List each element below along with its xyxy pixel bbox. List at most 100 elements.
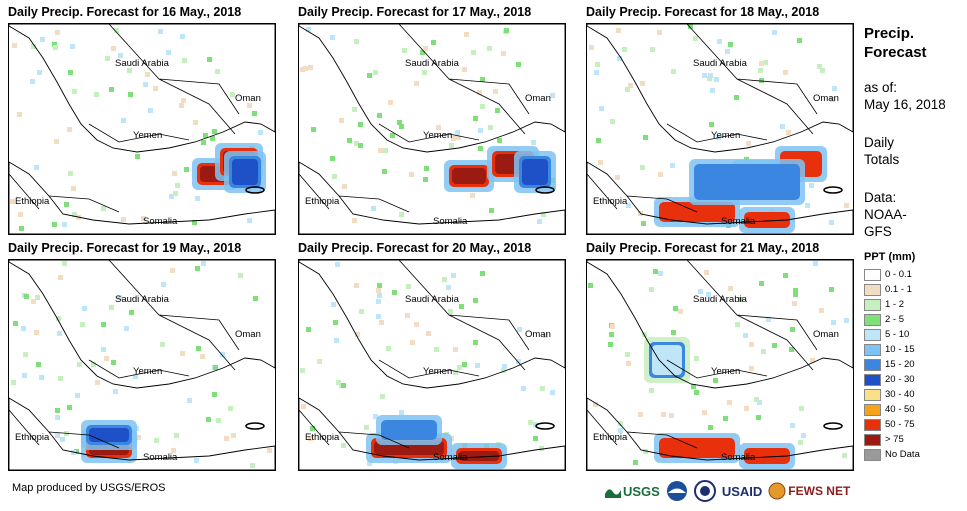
precip-cell bbox=[101, 206, 106, 211]
precip-cell bbox=[744, 406, 749, 411]
precip-cell bbox=[180, 351, 185, 356]
precip-cell bbox=[377, 283, 382, 288]
precip-cell bbox=[799, 406, 804, 411]
precip-cell bbox=[694, 356, 699, 361]
precip-cell bbox=[158, 29, 163, 34]
precip-cell bbox=[489, 208, 494, 213]
precip-cell bbox=[136, 435, 141, 440]
precip-cell bbox=[352, 107, 357, 112]
precip-cell bbox=[540, 386, 545, 391]
precip-cell bbox=[423, 46, 428, 51]
precip-cell bbox=[55, 408, 60, 413]
precip-cell bbox=[761, 349, 766, 354]
legend-label: 1 - 2 bbox=[885, 299, 905, 310]
precip-cell bbox=[610, 119, 615, 124]
precip-cell bbox=[763, 60, 768, 65]
precip-cell bbox=[789, 347, 794, 352]
precip-cell bbox=[459, 304, 464, 309]
precip-cell bbox=[397, 120, 402, 125]
precip-cell bbox=[402, 48, 407, 53]
socotra-island bbox=[245, 186, 265, 194]
forecast-panel: Daily Precip. Forecast for 16 May., 2018… bbox=[8, 3, 288, 238]
precip-cell bbox=[160, 342, 165, 347]
precip-cell bbox=[228, 406, 233, 411]
somalia-label: Somalia bbox=[721, 452, 756, 463]
precip-cell bbox=[399, 124, 404, 129]
yemen-label: Yemen bbox=[423, 366, 452, 377]
precip-cell bbox=[379, 320, 384, 325]
precip-cell bbox=[388, 100, 393, 105]
precip-cell bbox=[783, 70, 788, 75]
precip-map: Saudi Arabia Oman Yemen Ethiopia Somalia bbox=[586, 259, 854, 471]
precip-cell bbox=[203, 133, 208, 138]
precip-cell bbox=[759, 281, 764, 286]
precip-cell bbox=[52, 222, 57, 227]
precip-cell bbox=[31, 299, 36, 304]
daily-totals-text: Daily Totals bbox=[864, 135, 900, 167]
precip-cell bbox=[143, 82, 148, 87]
precip-cell bbox=[166, 50, 171, 55]
precip-cell bbox=[780, 124, 785, 129]
precip-map: Saudi Arabia Oman Yemen Ethiopia Somalia bbox=[298, 259, 566, 471]
legend-label: 15 - 20 bbox=[885, 359, 915, 370]
legend-label: 40 - 50 bbox=[885, 404, 915, 415]
precip-cell bbox=[798, 440, 803, 445]
fewsnet-globe-icon bbox=[768, 482, 786, 500]
precip-map: Saudi Arabia Oman Yemen Ethiopia Somalia bbox=[298, 23, 566, 235]
precip-cell bbox=[801, 433, 806, 438]
precip-cell bbox=[608, 342, 613, 347]
somalia-label: Somalia bbox=[433, 452, 468, 463]
precip-cell bbox=[386, 346, 391, 351]
precip-cell bbox=[212, 129, 217, 134]
oman-label: Oman bbox=[525, 329, 551, 340]
precip-cell bbox=[52, 42, 57, 47]
precip-cell bbox=[57, 331, 62, 336]
precip-cell bbox=[135, 154, 140, 159]
precip-cell bbox=[53, 45, 58, 50]
precip-cell bbox=[303, 66, 308, 71]
precip-cell bbox=[709, 122, 714, 127]
precip-core bbox=[697, 167, 797, 197]
precip-cell bbox=[728, 42, 733, 47]
legend-item: 50 - 75 bbox=[864, 417, 959, 432]
precip-cell bbox=[831, 320, 836, 325]
precip-cell bbox=[336, 380, 341, 385]
legend-item: 0 - 0.1 bbox=[864, 267, 959, 282]
arabia-coastline bbox=[299, 260, 565, 389]
precip-cell bbox=[694, 390, 699, 395]
legend-item: 10 - 15 bbox=[864, 342, 959, 357]
precip-cell bbox=[455, 130, 460, 135]
precip-cell bbox=[707, 76, 712, 81]
legend-label: 20 - 30 bbox=[885, 374, 915, 385]
precip-cell bbox=[478, 146, 483, 151]
precip-cell bbox=[480, 271, 485, 276]
precip-cell bbox=[813, 261, 818, 266]
legend: 0 - 0.1 0.1 - 1 1 - 2 2 - 5 5 - 10 10 - 15 15 … bbox=[864, 267, 959, 462]
precip-cell bbox=[516, 359, 521, 364]
precip-cell bbox=[832, 86, 837, 91]
precip-core bbox=[522, 159, 548, 185]
precip-cell bbox=[487, 46, 492, 51]
precip-cell bbox=[306, 327, 311, 332]
precip-cell bbox=[495, 108, 500, 113]
precip-cell bbox=[473, 340, 478, 345]
precip-cell bbox=[18, 212, 23, 217]
precip-cell bbox=[24, 294, 29, 299]
somalia-label: Somalia bbox=[721, 216, 756, 227]
legend-swatch bbox=[864, 403, 881, 416]
precip-cell bbox=[317, 359, 322, 364]
yemen-label: Yemen bbox=[711, 130, 740, 141]
precip-cell bbox=[182, 58, 187, 63]
precip-cell bbox=[504, 28, 509, 33]
yemen-label: Yemen bbox=[423, 130, 452, 141]
precip-cell bbox=[301, 404, 306, 409]
precip-cell bbox=[616, 28, 621, 33]
precip-cell bbox=[95, 380, 100, 385]
precip-cell bbox=[830, 97, 835, 102]
legend-label: 50 - 75 bbox=[885, 419, 915, 430]
country-borders bbox=[587, 24, 818, 213]
legend-swatch bbox=[864, 448, 881, 461]
precip-cell bbox=[22, 373, 27, 378]
precip-cell bbox=[330, 35, 335, 40]
precip-cell bbox=[792, 301, 797, 306]
